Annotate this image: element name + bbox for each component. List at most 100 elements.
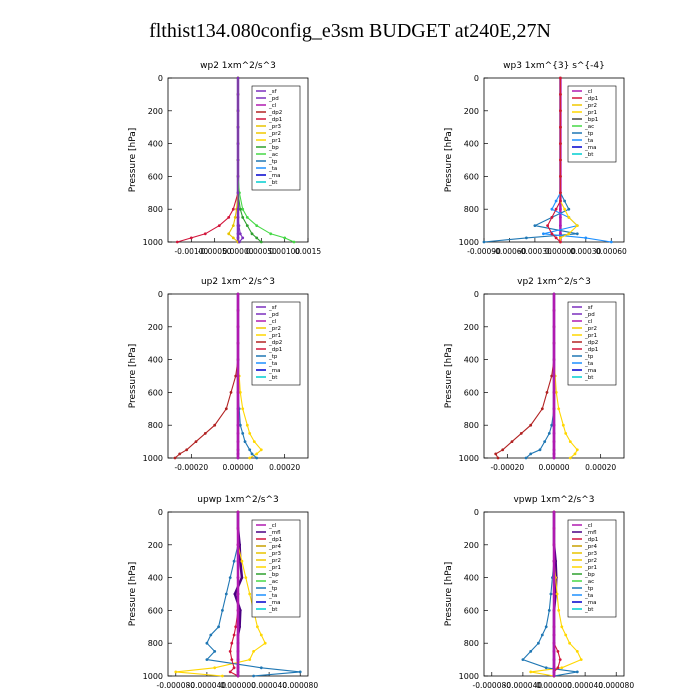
x-tick-label: 0.000000 [536,681,572,690]
y-tick-label: 600 [464,172,479,181]
legend-label: _pr1 [584,333,597,339]
legend-label: _bt [268,180,278,186]
data-point-ac [241,207,245,211]
legend-label: _ma [268,368,280,374]
data-point-dp1 [231,207,235,211]
x-tick-label: -0.00030 [518,247,552,256]
y-tick-label: 1000 [143,672,163,681]
data-point-pr1 [575,650,579,653]
data-point-dp1 [230,658,234,661]
legend-label: _dp1 [584,96,598,102]
y-tick-label: 200 [148,541,163,550]
data-point-pr1 [579,658,583,661]
data-point-tp [213,650,217,653]
data-point-cl [236,452,240,456]
legend-label: _pr1 [584,565,597,571]
series-line-dp2 [494,294,555,459]
data-point-ac [255,224,259,228]
y-tick-label: 0 [158,290,163,299]
data-point-pr1 [248,432,252,435]
legend-label: _ma [584,145,596,151]
data-point-cl [552,625,556,629]
data-point-cl [552,527,556,530]
data-point-tp [228,576,232,579]
y-tick-label: 800 [148,205,163,214]
figure-title: flthist134.080config_e3sm BUDGET at240E,… [149,20,551,42]
x-tick-label: 0.00000 [545,247,576,256]
data-point-cl [236,292,240,296]
x-tick-label: -0.00020 [174,463,208,472]
data-point-cl [236,448,240,452]
data-point-dp1 [559,76,562,80]
legend-label: _ta [584,361,593,367]
data-point-dp1 [559,109,562,113]
data-point-tp [533,224,537,228]
data-point-cl [236,341,240,345]
x-tick-label: 0.00000 [222,247,253,256]
data-point-pr1 [255,452,259,456]
data-point-cl [236,374,240,378]
data-point-pr1 [567,216,571,219]
data-point-cl [552,440,556,443]
legend-label: _ma [268,600,280,606]
data-point-pd [236,158,240,162]
legend-label: _dp1 [268,347,282,353]
legend-label: _pr1 [268,138,281,144]
data-point-dp1 [189,236,193,240]
data-point-dp1 [559,93,562,96]
data-point-pr1 [244,576,248,579]
data-point-tp [544,625,548,629]
x-tick-label: 0.000080 [598,681,634,690]
data-point-pd [236,125,240,129]
data-point-pr1 [559,236,562,240]
data-point-dp2 [234,374,238,378]
x-tick-label: 0.000040 [567,681,603,690]
legend-label: _dp2 [268,110,282,116]
data-point-ac [245,216,249,219]
legend-label: _pd [268,96,279,102]
data-point-cl [236,309,240,312]
data-point-tp [248,448,252,452]
data-point-dp1 [559,158,562,162]
data-point-cl [236,423,240,427]
y-tick-label: 600 [464,606,479,615]
data-point-cl [552,576,556,579]
y-tick-label: 1000 [459,454,479,463]
data-point-ta [609,240,613,244]
x-tick-label: 0.00000 [222,463,253,472]
data-point-dp1 [559,142,562,146]
series-line-tp [483,78,578,243]
x-tick-label: 0.000040 [251,681,287,690]
data-point-cl [236,625,240,629]
data-point-dp2 [229,391,233,394]
chart-panel-6: vpwp 1xm^2/s^3 Pressure [hPa] 0 200 400 600 80… [444,495,634,690]
legend-label: _ac [584,579,594,585]
data-point-pr1 [259,633,263,637]
data-point-tp [224,592,228,596]
x-tick-label: -0.00060 [493,247,527,256]
y-tick-label: 0 [474,74,479,83]
data-point-tp [563,199,566,203]
data-point-tp [543,440,547,443]
data-point-cl [552,633,556,637]
legend-label: _ma [268,173,280,179]
plot-frame [483,77,625,243]
legend-label: _pd [584,312,595,318]
data-point-cl [552,325,556,329]
data-point-tp [241,432,245,435]
data-point-ac [292,240,296,244]
y-tick-label: 600 [148,388,163,397]
legend-label: _ac [268,579,278,585]
data-point-pr1 [564,633,568,637]
legend-label: _pr1 [584,110,597,116]
x-tick-label: -0.000040 [504,681,543,690]
data-point-cl [236,633,240,637]
data-point-tp [524,456,528,460]
y-tick-label: 200 [464,541,479,550]
data-point-mfl [238,609,242,612]
data-point-pr1 [568,440,572,443]
data-point-pr1 [568,641,571,645]
data-point-cl [552,309,556,312]
legend-label: _pr2 [268,131,281,137]
x-tick-label: 0.0015 [295,247,321,256]
